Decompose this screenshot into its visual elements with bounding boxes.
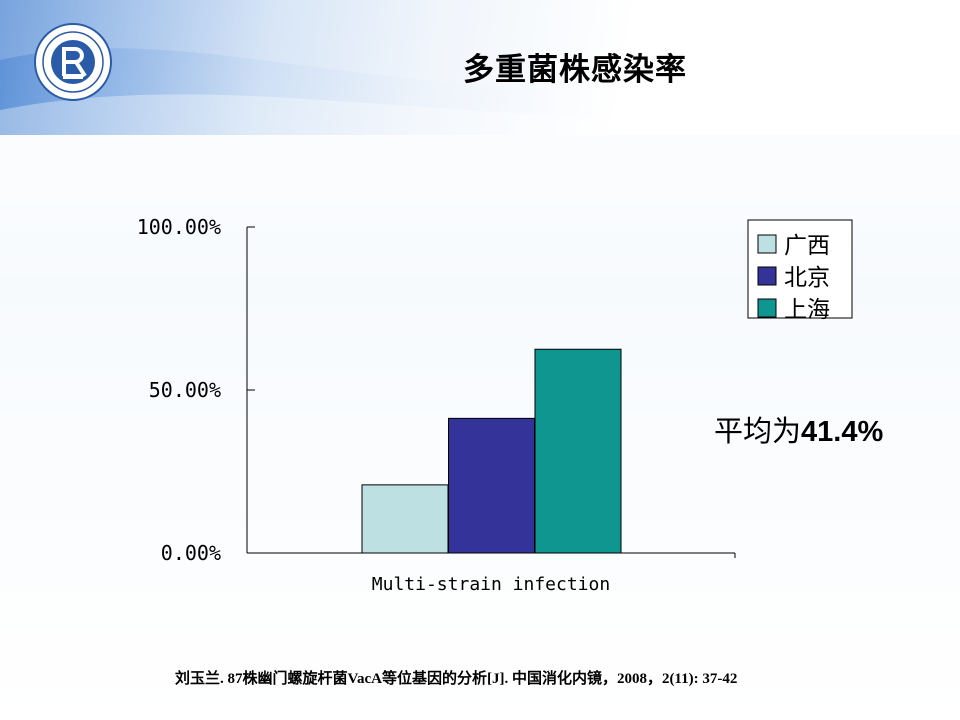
average-note-prefix: 平均为 [714,414,802,448]
header-wave-decoration [0,0,960,135]
bar-beijing [448,417,535,554]
y-tick-label: 0.00% [161,541,221,565]
legend-swatch-beijing [757,266,777,286]
slide-title: 多重菌株感染率 [463,52,687,88]
average-note-value: 41.4% [801,416,884,448]
legend-label-shanghai: 上海 [784,297,830,323]
legend-label-beijing: 北京 [784,265,830,291]
bar-shanghai [534,348,622,554]
x-category-label: Multi-strain infection [372,574,610,595]
legend-swatch-guangxi [757,234,777,254]
average-note: 平均为41.4% [714,408,883,450]
y-tick-label: 100.00% [137,215,221,239]
y-tick-label: 50.00% [149,378,221,402]
bar-guangxi [361,484,449,554]
legend-swatch-shanghai [757,298,777,318]
university-hospital-logo [34,23,112,101]
citation: 刘玉兰. 87株幽门螺旋杆菌VacA等位基因的分析[J]. 中国消化内镜，200… [175,671,738,687]
slide-header [0,0,960,135]
legend-label-guangxi: 广西 [784,233,830,259]
